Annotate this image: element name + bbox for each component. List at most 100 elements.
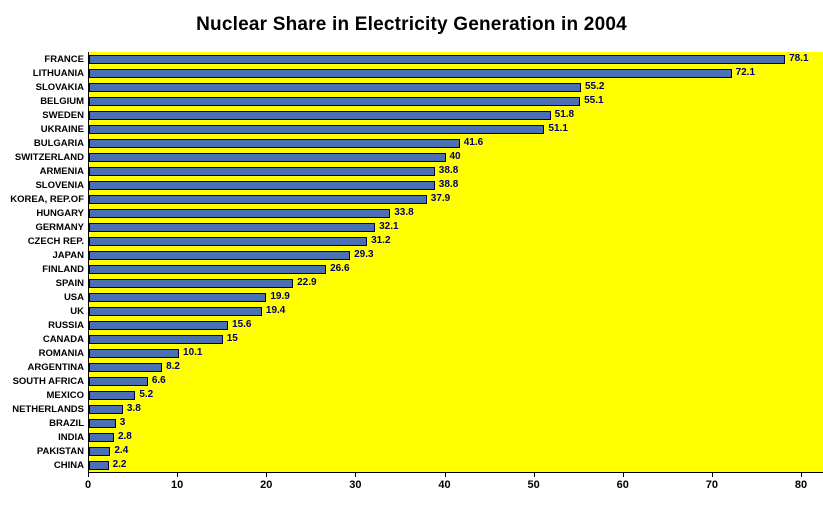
bar-track: 3 bbox=[88, 416, 823, 430]
bar-row: GERMANY 32.1 bbox=[0, 220, 823, 234]
tick-label: 80 bbox=[794, 479, 808, 491]
bar-track: 38.8 bbox=[88, 164, 823, 178]
bar-track: 2.8 bbox=[88, 430, 823, 444]
bar-row: SOUTH AFRICA 6.6 bbox=[0, 374, 823, 388]
category-label: FRANCE bbox=[44, 53, 84, 65]
bar-track: 55.1 bbox=[88, 94, 823, 108]
bar bbox=[89, 404, 123, 414]
bar bbox=[89, 460, 109, 470]
value-label: 29.3 bbox=[354, 249, 374, 260]
category-label: BRAZIL bbox=[49, 417, 84, 429]
bar-row: MEXICO 5.2 bbox=[0, 388, 823, 402]
bar-track: 32.1 bbox=[88, 220, 823, 234]
value-label: 8.2 bbox=[166, 361, 180, 372]
value-label: 15.6 bbox=[232, 319, 252, 330]
bar-row: CANADA 15 bbox=[0, 332, 823, 346]
category-label: LITHUANIA bbox=[32, 67, 84, 79]
bar-track: 10.1 bbox=[88, 346, 823, 360]
bar bbox=[89, 292, 267, 302]
bar bbox=[89, 306, 262, 316]
bar bbox=[89, 222, 376, 232]
bar-track: 19.4 bbox=[88, 304, 823, 318]
bar-row: SLOVENIA 38.8 bbox=[0, 178, 823, 192]
bar bbox=[89, 180, 435, 190]
bar-track: 33.8 bbox=[88, 206, 823, 220]
bar-track: 15.6 bbox=[88, 318, 823, 332]
value-label: 55.1 bbox=[584, 95, 604, 106]
value-label: 2.8 bbox=[117, 431, 132, 442]
bar-row: FINLAND 26.6 bbox=[0, 262, 823, 276]
value-label: 3 bbox=[119, 417, 126, 428]
category-label: MEXICO bbox=[46, 389, 84, 401]
value-label: 32.1 bbox=[379, 221, 399, 232]
tick-label: 30 bbox=[349, 479, 362, 491]
value-label: 51.1 bbox=[548, 123, 568, 134]
bar bbox=[89, 418, 116, 428]
category-label: CHINA bbox=[53, 459, 84, 471]
category-label: JAPAN bbox=[52, 249, 85, 261]
bar bbox=[89, 54, 786, 64]
bar-row: ARMENIA 38.8 bbox=[0, 164, 823, 178]
tick-mark bbox=[88, 473, 89, 477]
bar bbox=[89, 432, 114, 442]
bar-row: SLOVAKIA 55.2 bbox=[0, 80, 823, 94]
category-label: SLOVAKIA bbox=[35, 81, 84, 93]
bar-row: RUSSIA 15.6 bbox=[0, 318, 823, 332]
bar-track: 51.8 bbox=[88, 108, 823, 122]
category-label: ROMANIA bbox=[38, 347, 84, 359]
plot-area: FRANCE 78.1 LITHUANIA 72.1 SLOVAKIA 55.2 BELGI… bbox=[0, 52, 823, 494]
value-label: 6.6 bbox=[151, 375, 166, 386]
category-label: BULGARIA bbox=[33, 137, 84, 149]
tick-label: 20 bbox=[260, 479, 273, 491]
category-label: BELGIUM bbox=[40, 95, 84, 107]
category-label: UK bbox=[70, 305, 84, 317]
bar bbox=[89, 166, 435, 176]
bar bbox=[89, 152, 446, 162]
value-label: 38.8 bbox=[438, 179, 459, 190]
bar-row: SPAIN 22.9 bbox=[0, 276, 823, 290]
bar-row: BRAZIL 3 bbox=[0, 416, 823, 430]
value-label: 2.4 bbox=[114, 445, 129, 456]
value-label: 19.4 bbox=[265, 305, 286, 316]
bar bbox=[89, 236, 368, 246]
chart-title: Nuclear Share in Electricity Generation … bbox=[196, 14, 627, 35]
bar-track: 15 bbox=[88, 332, 823, 346]
bar bbox=[89, 194, 427, 204]
bar bbox=[89, 390, 136, 400]
bar bbox=[89, 264, 327, 274]
bar bbox=[89, 124, 545, 134]
tick-mark bbox=[177, 473, 179, 477]
value-label: 33.8 bbox=[394, 207, 414, 218]
tick-mark bbox=[622, 473, 624, 477]
bar-row: UK 19.4 bbox=[0, 304, 823, 318]
bar-track: 2.4 bbox=[88, 444, 823, 458]
bar-row: USA 19.9 bbox=[0, 290, 823, 304]
bar-row: PAKISTAN 2.4 bbox=[0, 444, 823, 458]
bar-track: 3.8 bbox=[88, 402, 823, 416]
value-label: 19.9 bbox=[270, 291, 290, 302]
bar bbox=[89, 138, 460, 148]
bar-row: UKRAINE 51.1 bbox=[0, 122, 823, 136]
bar-row: INDIA 2.8 bbox=[0, 430, 823, 444]
bar-row: NETHERLANDS 3.8 bbox=[0, 402, 823, 416]
tick-mark bbox=[801, 473, 802, 477]
category-label: CANADA bbox=[42, 333, 84, 345]
bar-track: 2.2 bbox=[88, 458, 823, 472]
bar-track: 8.2 bbox=[88, 360, 823, 374]
bar-track: 22.9 bbox=[88, 276, 823, 290]
tick-mark bbox=[355, 473, 357, 477]
bar bbox=[89, 376, 148, 386]
bar-row: ROMANIA 10.1 bbox=[0, 346, 823, 360]
bar-row: CZECH REP. 31.2 bbox=[0, 234, 823, 248]
category-label: SPAIN bbox=[55, 277, 84, 289]
bar bbox=[89, 82, 581, 92]
value-label: 15 bbox=[226, 333, 238, 344]
bar-row: SWEDEN 51.8 bbox=[0, 108, 823, 122]
category-label: UKRAINE bbox=[40, 123, 84, 135]
bar bbox=[89, 362, 163, 372]
category-label: SWEDEN bbox=[42, 109, 84, 121]
bar-row: LITHUANIA 72.1 bbox=[0, 66, 823, 80]
bar bbox=[89, 68, 732, 78]
bar-track: 5.2 bbox=[88, 388, 823, 402]
bar-row: CHINA 2.2 bbox=[0, 458, 823, 472]
